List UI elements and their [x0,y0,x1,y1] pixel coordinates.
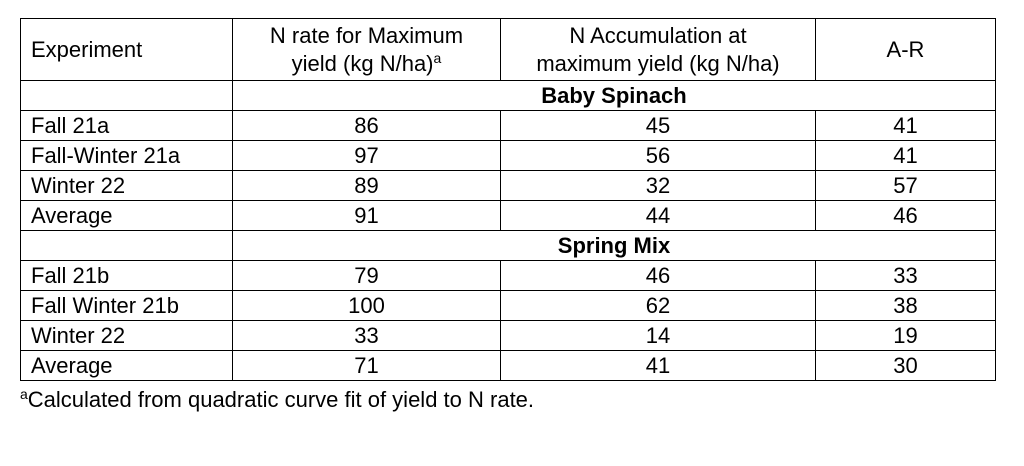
experiment-name: Fall-Winter 21a [20,140,233,171]
experiment-name: Winter 22 [20,170,233,201]
value-cell: 44 [500,200,816,231]
value-cell: 32 [500,170,816,201]
value-cell: 46 [500,260,816,291]
value-cell: 33 [815,260,996,291]
value-cell: 86 [232,110,501,141]
value-cell: 100 [232,290,501,321]
header-text: N rate for Maximum [269,22,464,48]
header-cell: Experiment [20,18,233,81]
header-cell: A-R [815,18,996,81]
experiment-name: Fall 21b [20,260,233,291]
experiment-name: Fall Winter 21b [20,290,233,321]
value-cell: 38 [815,290,996,321]
results-table: Experiment N rate for Maximum yield (kg N/… [20,18,996,381]
value-cell: 45 [500,110,816,141]
experiment-name: Average [20,200,233,231]
experiment-name: Fall 21a [20,110,233,141]
value-cell: 56 [500,140,816,171]
header-cell: N Accumulation at maximum yield (kg N/ha) [500,18,816,81]
header-text: Experiment [31,36,143,62]
value-cell: 79 [232,260,501,291]
empty-cell [20,80,233,111]
data-row: Fall-Winter 21a 97 56 41 [20,140,996,171]
section-row: Spring Mix [20,230,996,261]
value-cell: 30 [815,350,996,381]
value-cell: 57 [815,170,996,201]
header-text: N Accumulation at [569,22,747,48]
value-cell: 62 [500,290,816,321]
value-cell: 89 [232,170,501,201]
header-cell: N rate for Maximum yield (kg N/ha)a [232,18,501,81]
experiment-name: Winter 22 [20,320,233,351]
value-cell: 41 [815,140,996,171]
data-row: Average 91 44 46 [20,200,996,231]
data-row: Fall Winter 21b 100 62 38 [20,290,996,321]
header-text: yield (kg N/ha) [291,50,434,76]
data-row: Fall 21a 86 45 41 [20,110,996,141]
empty-cell [20,230,233,261]
section-row: Baby Spinach [20,80,996,111]
value-cell: 19 [815,320,996,351]
value-cell: 91 [232,200,501,231]
table-header: Experiment N rate for Maximum yield (kg N/… [20,18,996,81]
value-cell: 33 [232,320,501,351]
header-row: Experiment N rate for Maximum yield (kg N/… [20,18,996,81]
data-row: Fall 21b 79 46 33 [20,260,996,291]
header-text: maximum yield (kg N/ha) [536,50,780,76]
header-text: A-R [886,36,925,62]
footnote-marker: a [20,386,28,402]
table-body: Baby Spinach Fall 21a 86 45 41 Fall-Winter 21… [20,80,996,381]
data-row: Winter 22 89 32 57 [20,170,996,201]
section-title: Spring Mix [232,230,996,261]
value-cell: 97 [232,140,501,171]
footnote-text: Calculated from quadratic curve fit of y… [27,387,535,412]
experiment-name: Average [20,350,233,381]
header-superscript: a [433,49,442,66]
data-row: Winter 22 33 14 19 [20,320,996,351]
value-cell: 71 [232,350,501,381]
value-cell: 41 [815,110,996,141]
data-row: Average 71 41 30 [20,350,996,381]
footnote: aCalculated from quadratic curve fit of … [20,386,534,414]
section-title: Baby Spinach [232,80,996,111]
value-cell: 14 [500,320,816,351]
value-cell: 46 [815,200,996,231]
value-cell: 41 [500,350,816,381]
